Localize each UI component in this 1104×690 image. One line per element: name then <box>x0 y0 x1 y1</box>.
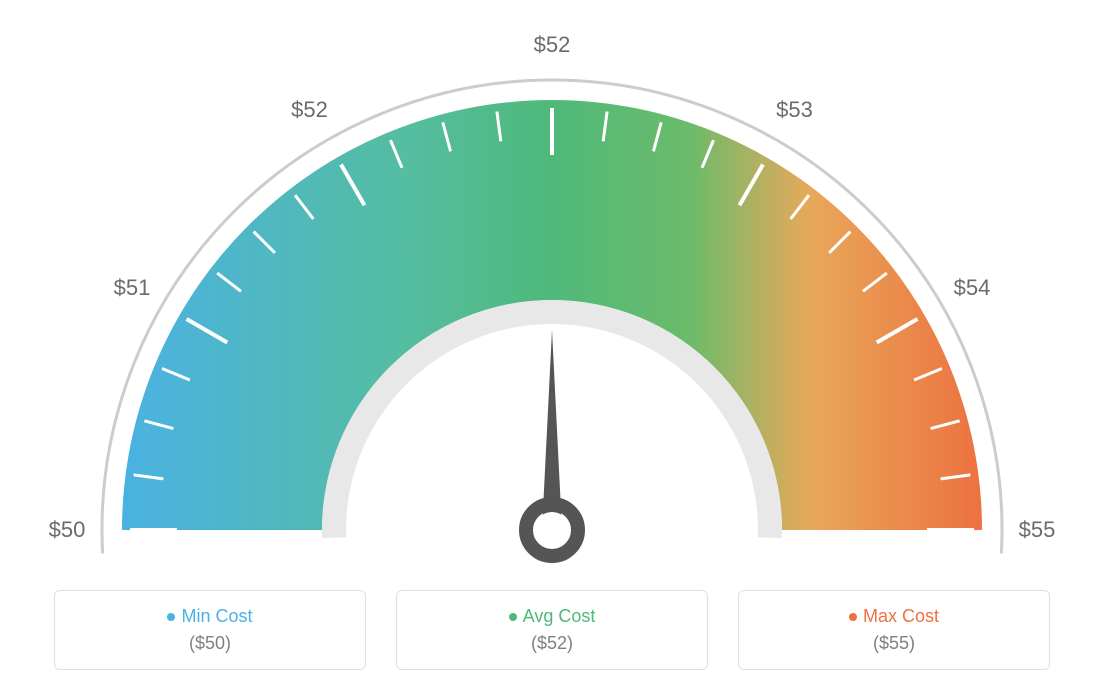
legend-title-max: Max Cost <box>849 606 939 627</box>
gauge-chart: $50 $51 $52 $52 $53 $54 $55 <box>0 0 1104 570</box>
gauge-tick-label: $52 <box>534 32 571 58</box>
legend-label-max: Max Cost <box>863 606 939 627</box>
legend-value-max: ($55) <box>873 633 915 654</box>
legend-label-avg: Avg Cost <box>523 606 596 627</box>
legend-title-avg: Avg Cost <box>509 606 596 627</box>
gauge-tick-label: $51 <box>114 275 151 301</box>
legend-dot-max <box>849 613 857 621</box>
legend-title-min: Min Cost <box>167 606 252 627</box>
legend-row: Min Cost ($50) Avg Cost ($52) Max Cost (… <box>0 590 1104 670</box>
gauge-tick-label: $50 <box>49 517 86 543</box>
legend-value-avg: ($52) <box>531 633 573 654</box>
gauge-tick-label: $55 <box>1019 517 1056 543</box>
legend-dot-avg <box>509 613 517 621</box>
legend-value-min: ($50) <box>189 633 231 654</box>
gauge-needle <box>526 330 578 556</box>
legend-dot-min <box>167 613 175 621</box>
legend-card-max: Max Cost ($55) <box>738 590 1050 670</box>
legend-label-min: Min Cost <box>181 606 252 627</box>
cost-gauge-container: $50 $51 $52 $52 $53 $54 $55 Min Cost ($50) Avg… <box>0 0 1104 690</box>
gauge-tick-label: $52 <box>291 97 328 123</box>
gauge-tick-label: $53 <box>776 97 813 123</box>
gauge-tick-label: $54 <box>954 275 991 301</box>
legend-card-avg: Avg Cost ($52) <box>396 590 708 670</box>
gauge-svg <box>0 0 1104 570</box>
legend-card-min: Min Cost ($50) <box>54 590 366 670</box>
